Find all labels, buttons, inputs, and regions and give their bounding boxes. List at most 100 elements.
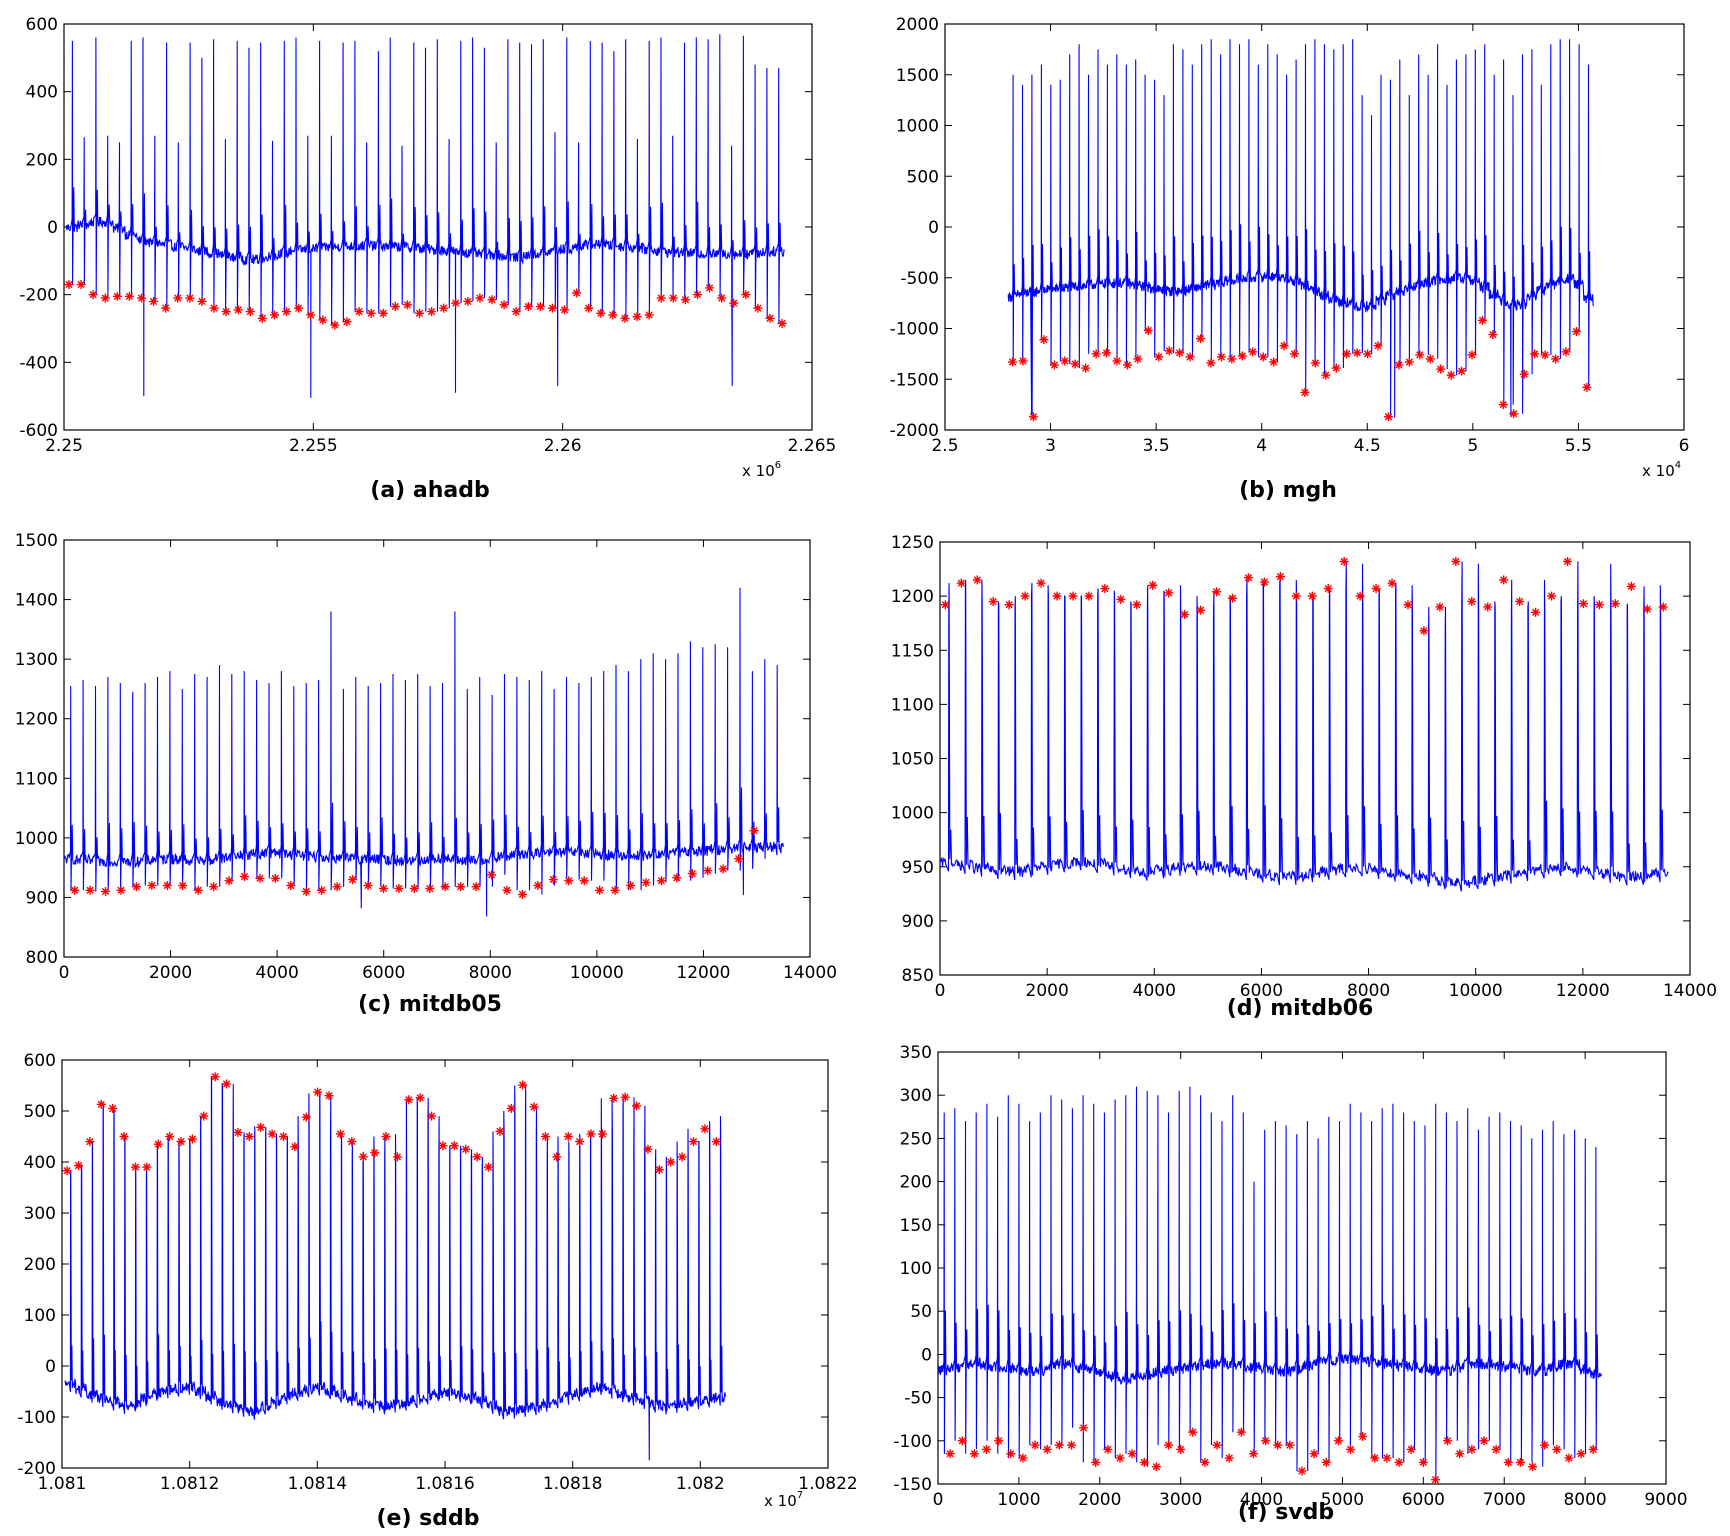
- detected-point-marker: [718, 864, 728, 874]
- detected-point-marker: [279, 1132, 289, 1141]
- detected-point-marker: [584, 303, 594, 313]
- x-tick-label: 4.5: [1354, 436, 1381, 456]
- detected-point-marker: [427, 307, 437, 317]
- detected-point-marker: [1528, 1462, 1538, 1472]
- detected-point-marker: [1582, 382, 1592, 392]
- detected-point-marker: [471, 882, 481, 892]
- detected-point-marker: [267, 1129, 277, 1139]
- detected-point-marker: [1563, 556, 1572, 566]
- detected-point-marker: [666, 1157, 676, 1167]
- x-tick-label: 3000: [1159, 1490, 1202, 1510]
- detected-point-marker: [332, 882, 342, 892]
- detected-point-marker: [982, 1444, 992, 1454]
- x-tick-label: 2.5: [931, 436, 958, 456]
- detected-point-marker: [1148, 580, 1158, 590]
- y-tick-label: -50: [904, 1389, 932, 1409]
- detected-point-marker: [499, 300, 509, 310]
- detected-point-marker: [487, 295, 497, 305]
- detected-point-marker: [1358, 1431, 1368, 1441]
- detected-point-marker: [1515, 597, 1525, 607]
- y-tick-label: 600: [26, 15, 58, 35]
- detected-point-marker: [1103, 1444, 1113, 1454]
- detected-point-marker: [1300, 387, 1310, 397]
- detected-point-marker: [1079, 1423, 1089, 1433]
- detected-point-marker: [347, 1137, 357, 1147]
- detected-point-marker: [703, 866, 713, 876]
- detected-point-marker: [1321, 370, 1331, 380]
- y-tick-label: 100: [900, 1259, 932, 1279]
- detected-point-marker: [1309, 1449, 1319, 1459]
- detected-point-marker: [176, 1137, 186, 1147]
- detected-point-marker: [1467, 350, 1477, 360]
- detected-point-marker: [484, 1162, 494, 1172]
- x-tick-label: 7000: [1483, 1490, 1526, 1510]
- detected-point-marker: [240, 872, 250, 882]
- y-tick-label: -200: [17, 1459, 56, 1479]
- detected-point-marker: [1406, 1444, 1416, 1454]
- detected-point-marker: [1394, 360, 1404, 370]
- detected-point-marker: [643, 1144, 653, 1154]
- detected-point-marker: [294, 303, 304, 313]
- y-tick-label: 1050: [891, 750, 934, 770]
- detected-point-marker: [1394, 1457, 1404, 1467]
- detected-point-marker: [96, 1099, 106, 1109]
- detected-point-marker: [1371, 584, 1381, 594]
- y-tick-label: -100: [17, 1408, 56, 1428]
- detected-point-marker: [348, 875, 358, 885]
- detected-point-marker: [1100, 584, 1110, 594]
- detected-point-marker: [233, 305, 243, 315]
- detected-point-marker: [153, 1139, 163, 1149]
- y-tick-label: 600: [24, 1051, 56, 1071]
- detected-point-marker: [1039, 335, 1049, 345]
- detected-point-marker: [1571, 327, 1581, 337]
- detected-point-marker: [1212, 1440, 1222, 1450]
- detected-point-marker: [1383, 412, 1393, 422]
- detected-point-marker: [677, 1152, 687, 1162]
- y-tick-label: -100: [893, 1432, 932, 1452]
- detected-point-marker: [533, 881, 543, 891]
- y-tick-label: 900: [902, 912, 934, 932]
- detected-point-marker: [1642, 604, 1652, 614]
- detected-point-marker: [692, 290, 702, 300]
- ecg-signal-line: [938, 1086, 1602, 1480]
- detected-point-marker: [394, 883, 404, 893]
- detected-point-marker: [487, 870, 497, 880]
- y-tick-label: 0: [47, 218, 58, 238]
- x-tick-label: 2000: [149, 963, 192, 983]
- detected-point-marker: [472, 1152, 482, 1162]
- plot-frame: [63, 539, 811, 958]
- detected-point-marker: [1066, 1440, 1076, 1450]
- detected-point-marker: [439, 303, 449, 313]
- x-tick-label: 4: [1256, 436, 1267, 456]
- detected-point-marker: [511, 307, 521, 317]
- detected-point-marker: [461, 1144, 471, 1154]
- detected-point-marker: [1370, 1453, 1380, 1463]
- detected-point-marker: [100, 293, 110, 303]
- x-tick-label: 1.082: [676, 1474, 725, 1494]
- x-exponent-label: x 107: [764, 1490, 803, 1510]
- detected-point-marker: [1658, 602, 1668, 612]
- detected-point-marker: [366, 308, 376, 318]
- detected-point-marker: [1228, 593, 1237, 603]
- detected-point-marker: [1084, 591, 1094, 601]
- detected-point-marker: [552, 1152, 562, 1162]
- detected-point-marker: [1307, 591, 1317, 601]
- detected-point-marker: [1477, 315, 1487, 325]
- detected-point-marker: [1132, 600, 1142, 610]
- detected-point-marker: [354, 307, 364, 317]
- detected-point-marker: [1310, 358, 1320, 368]
- detected-point-marker: [1176, 1444, 1186, 1454]
- x-tick-label: 1.0822: [798, 1474, 857, 1494]
- detected-point-marker: [969, 1449, 979, 1459]
- detected-point-marker: [165, 1132, 175, 1141]
- detected-point-marker: [1551, 354, 1561, 364]
- detected-point-marker: [130, 1162, 140, 1172]
- detected-point-marker: [1154, 352, 1164, 362]
- detected-point-marker: [1259, 577, 1269, 587]
- detected-point-marker: [1321, 1457, 1331, 1467]
- x-exponent-label: x 106: [742, 460, 781, 480]
- detected-point-marker: [1008, 357, 1018, 367]
- detected-point-marker: [1091, 349, 1101, 359]
- detected-point-marker: [244, 1132, 254, 1141]
